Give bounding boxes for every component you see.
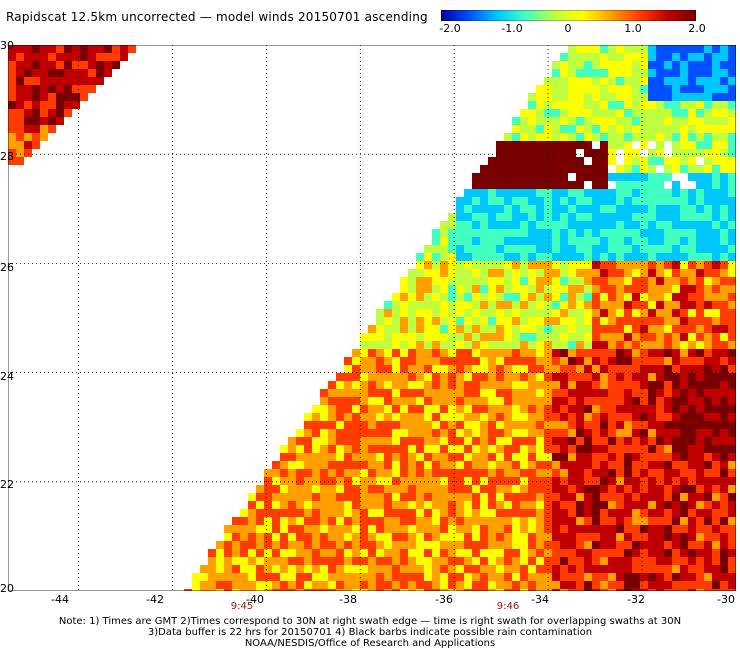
colorbar bbox=[441, 10, 696, 21]
footer-credit: NOAA/NESDIS/Office of Research and Appli… bbox=[244, 638, 496, 649]
longitude-label: -34 bbox=[531, 593, 549, 606]
footer-note-line-2: 3)Data buffer is 22 hrs for 20150701 4) … bbox=[147, 627, 593, 638]
longitude-label: -32 bbox=[627, 593, 645, 606]
swath-time-label: 9:45 bbox=[230, 601, 254, 612]
colorbar-tick-label: 2.0 bbox=[688, 22, 706, 35]
colorbar-tick-label: -2.0 bbox=[439, 22, 461, 35]
longitude-label: -38 bbox=[339, 593, 357, 606]
latitude-label: 20 bbox=[0, 582, 14, 595]
longitude-label: -40 bbox=[246, 593, 264, 606]
plot-title: Rapidscat 12.5km uncorrected — model win… bbox=[6, 10, 428, 24]
colorbar-tick-label: -1.0 bbox=[501, 22, 523, 35]
longitude-label: -42 bbox=[146, 593, 164, 606]
longitude-label: -36 bbox=[435, 593, 453, 606]
latitude-label: 26 bbox=[0, 261, 14, 274]
latitude-label: 22 bbox=[0, 478, 14, 491]
latitude-label: 28 bbox=[0, 150, 14, 163]
longitude-label: -30 bbox=[717, 593, 735, 606]
footer-note-line-1: Note: 1) Times are GMT 2)Times correspon… bbox=[58, 616, 682, 627]
swath-time-label: 9:46 bbox=[496, 601, 520, 612]
colorbar-tick-label: 1.0 bbox=[624, 22, 642, 35]
longitude-label: -44 bbox=[51, 593, 69, 606]
wind-difference-map bbox=[8, 45, 736, 591]
latitude-label: 30 bbox=[0, 39, 14, 52]
latitude-label: 24 bbox=[0, 370, 14, 383]
colorbar-tick-label: 0 bbox=[564, 22, 572, 35]
